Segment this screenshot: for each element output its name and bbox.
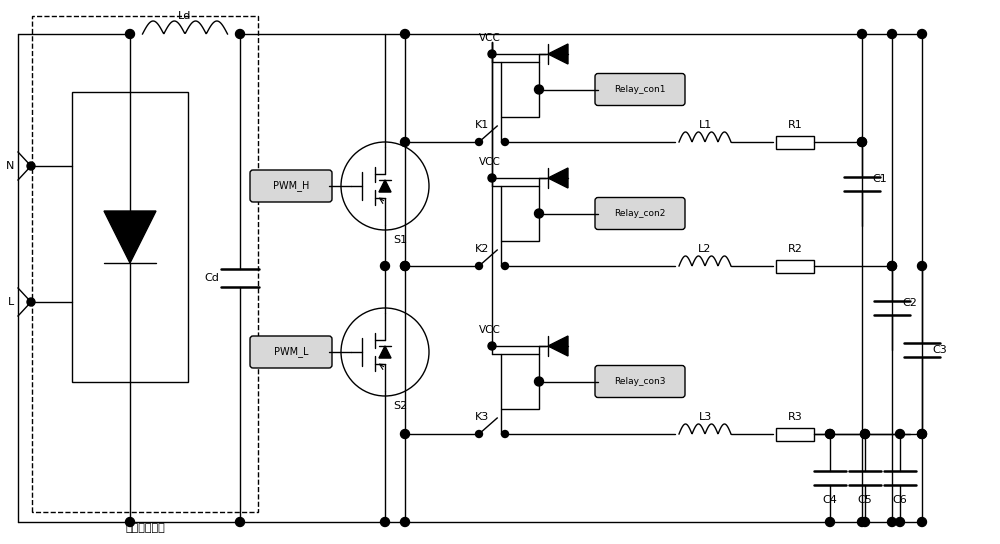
- Text: C5: C5: [858, 495, 872, 505]
- FancyBboxPatch shape: [595, 366, 685, 398]
- Circle shape: [857, 517, 866, 527]
- Text: C4: C4: [823, 495, 837, 505]
- Circle shape: [860, 430, 870, 438]
- Text: PWM_L: PWM_L: [274, 347, 308, 357]
- Circle shape: [918, 430, 927, 438]
- Circle shape: [488, 342, 496, 350]
- Circle shape: [888, 29, 896, 39]
- Text: VCC: VCC: [479, 157, 501, 167]
- Polygon shape: [379, 346, 391, 358]
- Circle shape: [400, 262, 410, 270]
- Text: N: N: [6, 161, 14, 171]
- Circle shape: [918, 29, 927, 39]
- Circle shape: [502, 263, 509, 269]
- Text: PWM_H: PWM_H: [273, 181, 309, 191]
- Circle shape: [888, 517, 896, 527]
- Text: K2: K2: [475, 244, 489, 254]
- Text: K1: K1: [475, 120, 489, 130]
- Text: L3: L3: [698, 412, 712, 422]
- Circle shape: [400, 262, 410, 270]
- Text: L: L: [8, 297, 14, 307]
- Circle shape: [488, 50, 496, 58]
- Circle shape: [534, 377, 544, 386]
- Text: C2: C2: [902, 298, 917, 308]
- Polygon shape: [548, 168, 568, 188]
- Circle shape: [476, 139, 482, 145]
- Circle shape: [896, 517, 904, 527]
- Circle shape: [857, 29, 866, 39]
- Circle shape: [380, 262, 389, 270]
- Polygon shape: [548, 44, 568, 64]
- Circle shape: [236, 29, 244, 39]
- Text: Ld: Ld: [178, 11, 192, 21]
- Text: C1: C1: [872, 174, 887, 184]
- Circle shape: [400, 138, 410, 146]
- Text: 整流滤波模块: 整流滤波模块: [125, 523, 165, 533]
- Circle shape: [888, 262, 896, 270]
- Text: C6: C6: [893, 495, 907, 505]
- FancyBboxPatch shape: [250, 170, 332, 202]
- Text: VCC: VCC: [479, 325, 501, 335]
- Circle shape: [918, 262, 927, 270]
- Circle shape: [502, 430, 509, 437]
- Circle shape: [502, 139, 509, 145]
- Circle shape: [918, 430, 927, 438]
- Text: R3: R3: [788, 412, 802, 422]
- Text: VCC: VCC: [479, 33, 501, 43]
- Circle shape: [918, 517, 927, 527]
- Circle shape: [380, 517, 389, 527]
- Circle shape: [488, 174, 496, 182]
- Text: K3: K3: [475, 412, 489, 422]
- Circle shape: [534, 85, 544, 94]
- Polygon shape: [379, 180, 391, 192]
- Circle shape: [826, 430, 835, 438]
- Circle shape: [476, 263, 482, 269]
- Circle shape: [534, 209, 544, 218]
- Circle shape: [236, 517, 244, 527]
- Circle shape: [860, 430, 870, 438]
- Text: Relay_con2: Relay_con2: [614, 209, 666, 218]
- Text: R2: R2: [788, 244, 802, 254]
- Text: L2: L2: [698, 244, 712, 254]
- Text: Cd: Cd: [205, 273, 219, 283]
- Circle shape: [857, 138, 866, 146]
- Text: S2: S2: [393, 401, 407, 411]
- Circle shape: [400, 517, 410, 527]
- Text: Relay_con3: Relay_con3: [614, 377, 666, 386]
- Circle shape: [27, 162, 35, 170]
- Circle shape: [826, 517, 835, 527]
- Circle shape: [857, 138, 866, 146]
- Circle shape: [400, 430, 410, 438]
- FancyBboxPatch shape: [250, 336, 332, 368]
- Circle shape: [125, 517, 134, 527]
- Text: S1: S1: [393, 235, 407, 245]
- Circle shape: [125, 29, 134, 39]
- Circle shape: [476, 430, 482, 437]
- Circle shape: [27, 298, 35, 306]
- Text: L1: L1: [698, 120, 712, 130]
- Circle shape: [400, 29, 410, 39]
- Text: C3: C3: [932, 345, 947, 355]
- Text: Relay_con1: Relay_con1: [614, 85, 666, 94]
- Circle shape: [888, 262, 896, 270]
- Polygon shape: [548, 336, 568, 356]
- Circle shape: [860, 517, 870, 527]
- Text: R1: R1: [788, 120, 802, 130]
- FancyBboxPatch shape: [595, 197, 685, 230]
- Circle shape: [826, 430, 835, 438]
- Polygon shape: [104, 211, 156, 263]
- Circle shape: [896, 430, 904, 438]
- FancyBboxPatch shape: [595, 73, 685, 106]
